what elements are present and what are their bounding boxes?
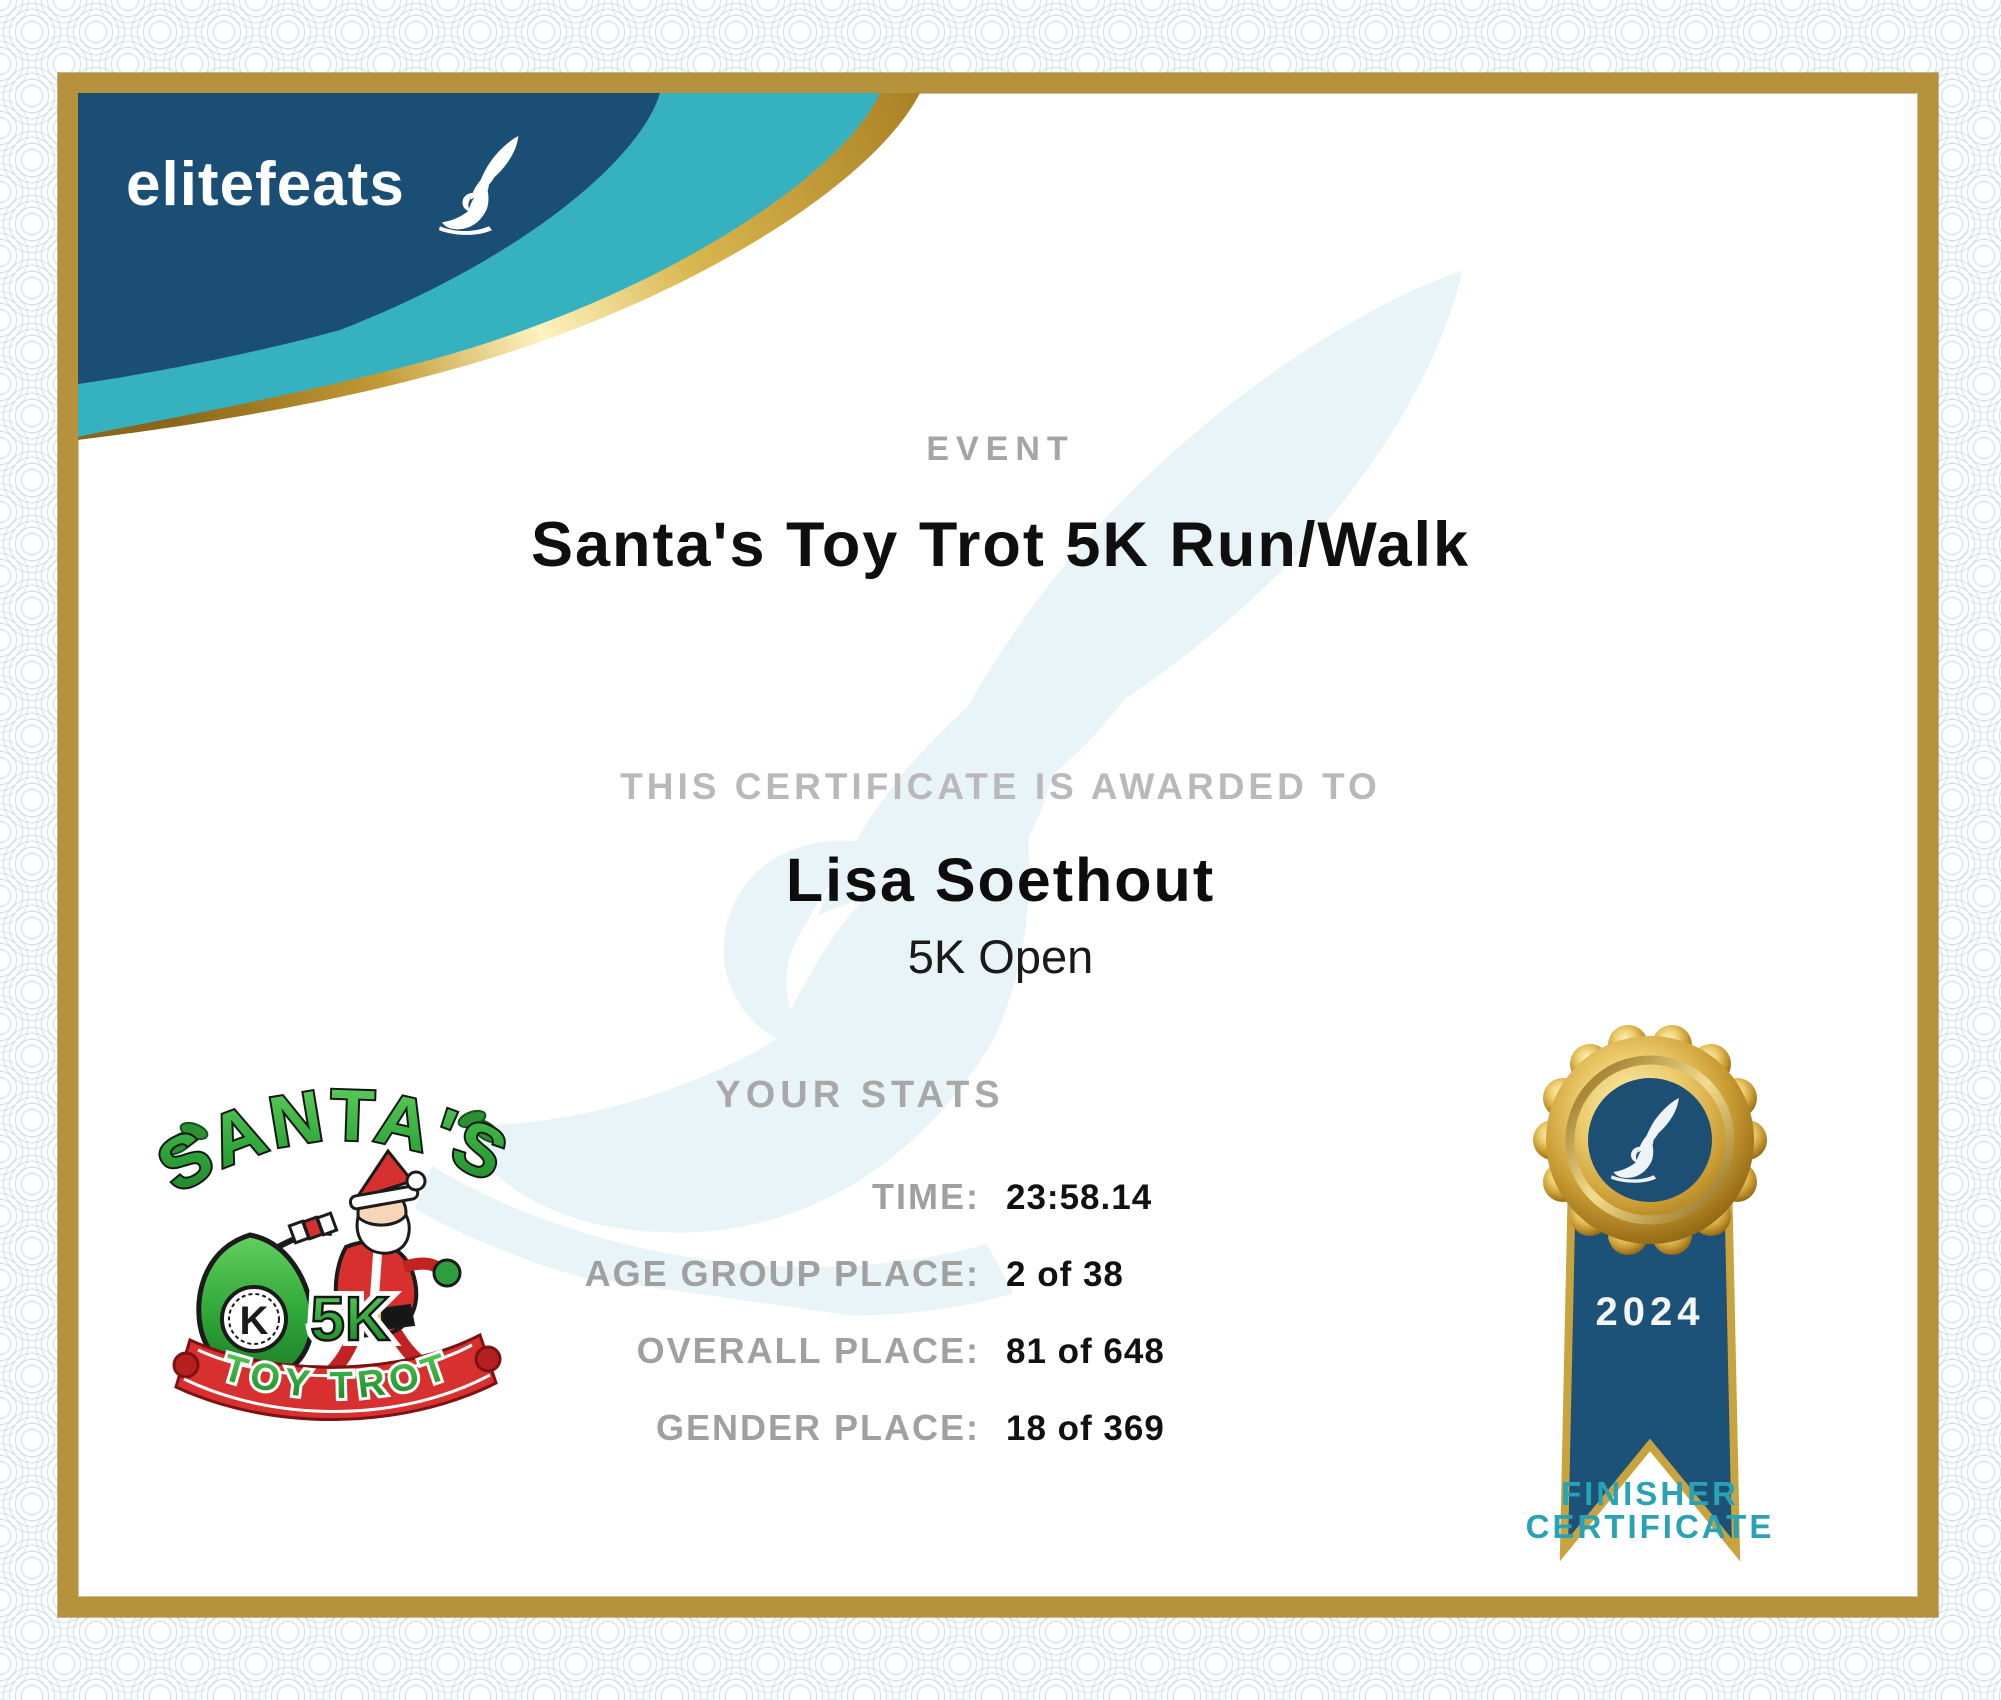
stat-row-overall-place: OVERALL PLACE: 81 of 648 — [300, 1312, 1400, 1389]
toy-sack: K — [196, 1229, 333, 1381]
medal-year: 2024 — [1596, 1290, 1705, 1334]
stat-label: TIME: — [872, 1176, 980, 1217]
medal-ribbon: 2024 — [1559, 1171, 1741, 1562]
stat-row-time: TIME: 23:58.14 — [300, 1158, 1400, 1235]
race-logo-santas-toy-trot: SANTA'S K — [150, 1073, 520, 1421]
event-label: EVENT — [926, 430, 1075, 468]
stat-value: 2 of 38 — [1006, 1255, 1124, 1294]
stat-value: 81 of 648 — [1006, 1332, 1165, 1371]
stats-heading: YOUR STATS — [715, 1074, 1005, 1116]
finisher-caption: FINISHER CERTIFICATE — [1450, 1477, 1850, 1543]
stat-value: 18 of 369 — [1006, 1409, 1165, 1448]
stat-row-gender-place: GENDER PLACE: 18 of 369 — [300, 1389, 1400, 1466]
svg-text:5K: 5K — [310, 1285, 389, 1354]
stat-label: AGE GROUP PLACE: — [584, 1253, 980, 1294]
stat-label: OVERALL PLACE: — [636, 1330, 980, 1371]
stat-label: GENDER PLACE: — [655, 1407, 980, 1448]
navy-wave — [78, 93, 660, 384]
event-name: Santa's Toy Trot 5K Run/Walk — [530, 510, 1471, 580]
stats-table: TIME: 23:58.14 AGE GROUP PLACE: 2 of 38 … — [300, 1158, 1400, 1466]
finisher-caption-line2: CERTIFICATE — [1525, 1508, 1775, 1545]
kiwanis-badge-letter: K — [240, 1299, 269, 1343]
race-logo-distance: 5K 5K — [304, 1279, 395, 1360]
winged-foot-icon — [438, 136, 519, 235]
stat-value: 23:58.14 — [1006, 1178, 1153, 1217]
recipient-name: Lisa Soethout — [785, 846, 1216, 914]
finisher-caption-line1: FINISHER — [1560, 1475, 1739, 1512]
svg-text:5K: 5K — [310, 1285, 389, 1354]
brand-logo-text: elitefeats — [126, 150, 405, 219]
division-name: 5K Open — [907, 930, 1094, 983]
awarded-to-label: THIS CERTIFICATE IS AWARDED TO — [620, 766, 1381, 807]
holly-sprigs — [165, 1109, 501, 1156]
finisher-medal: 2024 — [1533, 1025, 1767, 1562]
race-logo-arc: SANTA'S — [150, 1075, 520, 1208]
brand-logo: elitefeats — [126, 136, 546, 235]
stat-row-age-group-place: AGE GROUP PLACE: 2 of 38 — [300, 1235, 1400, 1312]
header-wave-graphic — [78, 93, 920, 440]
